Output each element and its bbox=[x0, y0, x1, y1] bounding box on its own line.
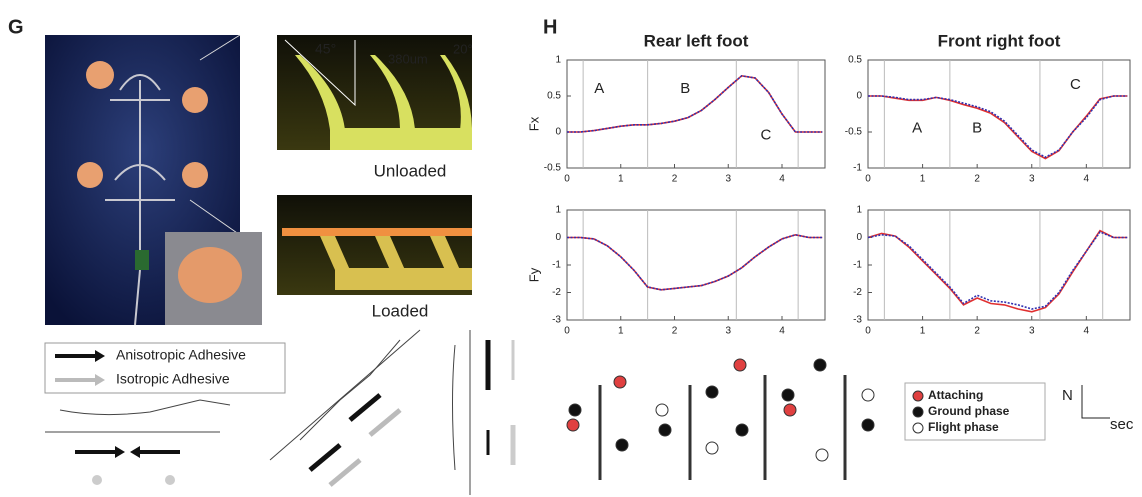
photo-label: 20° bbox=[453, 41, 473, 56]
x-tick-label: 3 bbox=[725, 326, 731, 337]
x-tick-label: 1 bbox=[920, 174, 926, 185]
axis-key-label: N bbox=[1062, 387, 1073, 404]
plot-area bbox=[868, 210, 1130, 320]
axis-key bbox=[1082, 385, 1110, 418]
x-tick-label: 4 bbox=[779, 174, 785, 185]
y-tick-label: -2 bbox=[853, 287, 862, 298]
data-line bbox=[868, 96, 1127, 159]
annotation: A bbox=[594, 80, 604, 97]
y-tick-label: -1 bbox=[853, 163, 862, 174]
y-tick-label: -1 bbox=[853, 260, 862, 271]
data-line bbox=[567, 76, 822, 132]
x-tick-label: 0 bbox=[865, 326, 871, 337]
x-tick-label: 4 bbox=[1084, 326, 1090, 337]
photo-label: 380um bbox=[388, 51, 428, 66]
x-tick-label: 4 bbox=[779, 326, 785, 337]
panel-label: G bbox=[8, 16, 24, 38]
y-tick-label: 0 bbox=[555, 127, 561, 138]
data-line bbox=[567, 76, 822, 132]
data-line bbox=[567, 235, 822, 290]
x-tick-label: 3 bbox=[1029, 326, 1035, 337]
y-axis-label: Fy bbox=[526, 267, 541, 282]
y-tick-label: 0.5 bbox=[848, 55, 862, 66]
y-tick-label: -3 bbox=[853, 315, 862, 326]
gecko-feet bbox=[567, 359, 874, 461]
figure: G H 45° 380um 20° Unloaded Loaded Anisot… bbox=[0, 0, 1142, 497]
x-tick-label: 2 bbox=[974, 174, 980, 185]
y-tick-label: 0 bbox=[555, 232, 561, 243]
y-tick-label: -1 bbox=[552, 260, 561, 271]
plot-area bbox=[868, 60, 1130, 168]
y-axis-label: Fx bbox=[526, 116, 541, 131]
legend-label: Anisotropic Adhesive bbox=[116, 347, 246, 363]
data-line bbox=[567, 235, 822, 290]
x-tick-label: 1 bbox=[618, 326, 624, 337]
data-line bbox=[868, 231, 1127, 312]
y-tick-label: 0.5 bbox=[547, 91, 561, 102]
x-tick-label: 0 bbox=[564, 326, 570, 337]
legend-label: Attaching bbox=[928, 388, 983, 402]
gecko-diagrams bbox=[600, 375, 845, 480]
inset-foot bbox=[178, 247, 242, 303]
annotation: B bbox=[972, 119, 982, 136]
chart-title: Rear left foot bbox=[644, 31, 749, 50]
axis-key-label: sec bbox=[1110, 416, 1134, 433]
y-tick-label: 1 bbox=[856, 205, 862, 216]
y-tick-label: 1 bbox=[555, 205, 561, 216]
legend-label: Flight phase bbox=[928, 420, 999, 434]
legend-swatch bbox=[913, 391, 923, 401]
x-tick-label: 2 bbox=[672, 326, 678, 337]
x-tick-label: 1 bbox=[920, 326, 926, 337]
photo-caption: Loaded bbox=[372, 301, 429, 320]
plot-area bbox=[567, 210, 825, 320]
y-tick-label: -0.5 bbox=[544, 163, 562, 174]
x-tick-label: 2 bbox=[672, 174, 678, 185]
y-tick-label: -2 bbox=[552, 287, 561, 298]
x-tick-label: 2 bbox=[974, 326, 980, 337]
x-tick-label: 4 bbox=[1084, 174, 1090, 185]
x-tick-label: 1 bbox=[618, 174, 624, 185]
robot-part bbox=[135, 250, 149, 270]
y-tick-label: 0 bbox=[856, 232, 862, 243]
y-tick-label: -0.5 bbox=[845, 127, 863, 138]
x-tick-label: 0 bbox=[564, 174, 570, 185]
legend-swatch bbox=[913, 423, 923, 433]
x-tick-label: 3 bbox=[1029, 174, 1035, 185]
annotation: B bbox=[680, 80, 690, 97]
annotation: C bbox=[760, 127, 771, 144]
annotation: A bbox=[912, 119, 922, 136]
legend-label: Ground phase bbox=[928, 404, 1010, 418]
y-tick-label: -3 bbox=[552, 315, 561, 326]
x-tick-label: 3 bbox=[725, 174, 731, 185]
legend-label: Isotropic Adhesive bbox=[116, 371, 230, 387]
legend-swatch bbox=[913, 407, 923, 417]
photo-caption: Unloaded bbox=[374, 161, 447, 180]
data-line bbox=[868, 96, 1127, 157]
annotation: C bbox=[1070, 76, 1081, 93]
data-line bbox=[868, 232, 1127, 309]
panel-label: H bbox=[543, 16, 557, 38]
chart-title: Front right foot bbox=[938, 31, 1061, 50]
x-tick-label: 0 bbox=[865, 174, 871, 185]
y-tick-label: 1 bbox=[555, 55, 561, 66]
photo-label: 45° bbox=[315, 41, 336, 57]
y-tick-label: 0 bbox=[856, 91, 862, 102]
